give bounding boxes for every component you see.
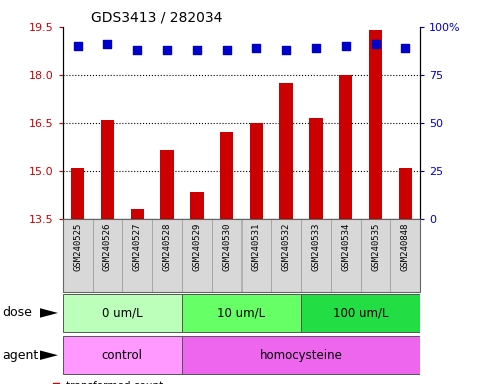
Bar xyxy=(212,219,242,292)
Bar xyxy=(250,123,263,219)
Bar xyxy=(280,83,293,219)
Bar xyxy=(122,219,152,292)
Bar xyxy=(63,219,93,292)
Bar xyxy=(361,219,390,292)
Text: 0 um/L: 0 um/L xyxy=(102,306,142,319)
Text: GSM240526: GSM240526 xyxy=(103,223,112,271)
Text: transformed count: transformed count xyxy=(66,381,163,384)
Bar xyxy=(309,118,323,219)
Text: GSM240533: GSM240533 xyxy=(312,223,320,271)
Point xyxy=(372,41,380,47)
Text: GSM240525: GSM240525 xyxy=(73,223,82,271)
Polygon shape xyxy=(40,350,58,360)
Bar xyxy=(398,168,412,219)
Text: GSM240528: GSM240528 xyxy=(163,223,171,271)
Text: 10 um/L: 10 um/L xyxy=(217,306,266,319)
Bar xyxy=(271,219,301,292)
Text: GSM240532: GSM240532 xyxy=(282,223,291,271)
Point xyxy=(401,45,409,51)
Text: GSM240529: GSM240529 xyxy=(192,223,201,271)
Text: GSM240535: GSM240535 xyxy=(371,223,380,271)
Text: GSM240534: GSM240534 xyxy=(341,223,350,271)
Bar xyxy=(182,336,420,374)
Bar xyxy=(390,219,420,292)
Point xyxy=(253,45,260,51)
Point xyxy=(282,47,290,53)
Point xyxy=(308,364,315,370)
Text: 100 um/L: 100 um/L xyxy=(333,306,388,319)
Point xyxy=(74,43,82,49)
Bar xyxy=(160,150,174,219)
Bar xyxy=(242,219,271,292)
Bar xyxy=(101,120,114,219)
Text: homocysteine: homocysteine xyxy=(260,349,342,362)
Bar xyxy=(71,168,85,219)
Point xyxy=(342,43,350,49)
Point xyxy=(193,47,201,53)
Text: control: control xyxy=(102,349,143,362)
Bar xyxy=(220,132,233,219)
Bar xyxy=(130,209,144,219)
Bar xyxy=(182,219,212,292)
Bar xyxy=(182,294,301,332)
Bar xyxy=(301,219,331,292)
Text: GDS3413 / 282034: GDS3413 / 282034 xyxy=(91,10,223,24)
Point xyxy=(104,41,112,47)
Bar xyxy=(63,336,182,374)
Bar xyxy=(93,219,122,292)
Text: GSM240848: GSM240848 xyxy=(401,223,410,271)
Text: agent: agent xyxy=(2,349,39,362)
Text: dose: dose xyxy=(2,306,32,319)
Bar xyxy=(369,30,382,219)
Text: GSM240527: GSM240527 xyxy=(133,223,142,271)
Polygon shape xyxy=(40,308,58,318)
Bar xyxy=(152,219,182,292)
Bar xyxy=(331,219,361,292)
Text: GSM240531: GSM240531 xyxy=(252,223,261,271)
Point xyxy=(308,259,315,265)
Point xyxy=(223,47,230,53)
Point xyxy=(133,47,141,53)
Point xyxy=(163,47,171,53)
Point xyxy=(312,45,320,51)
Bar xyxy=(301,294,420,332)
Bar xyxy=(339,75,353,219)
Bar xyxy=(190,192,203,219)
Text: GSM240530: GSM240530 xyxy=(222,223,231,271)
Bar xyxy=(63,294,182,332)
